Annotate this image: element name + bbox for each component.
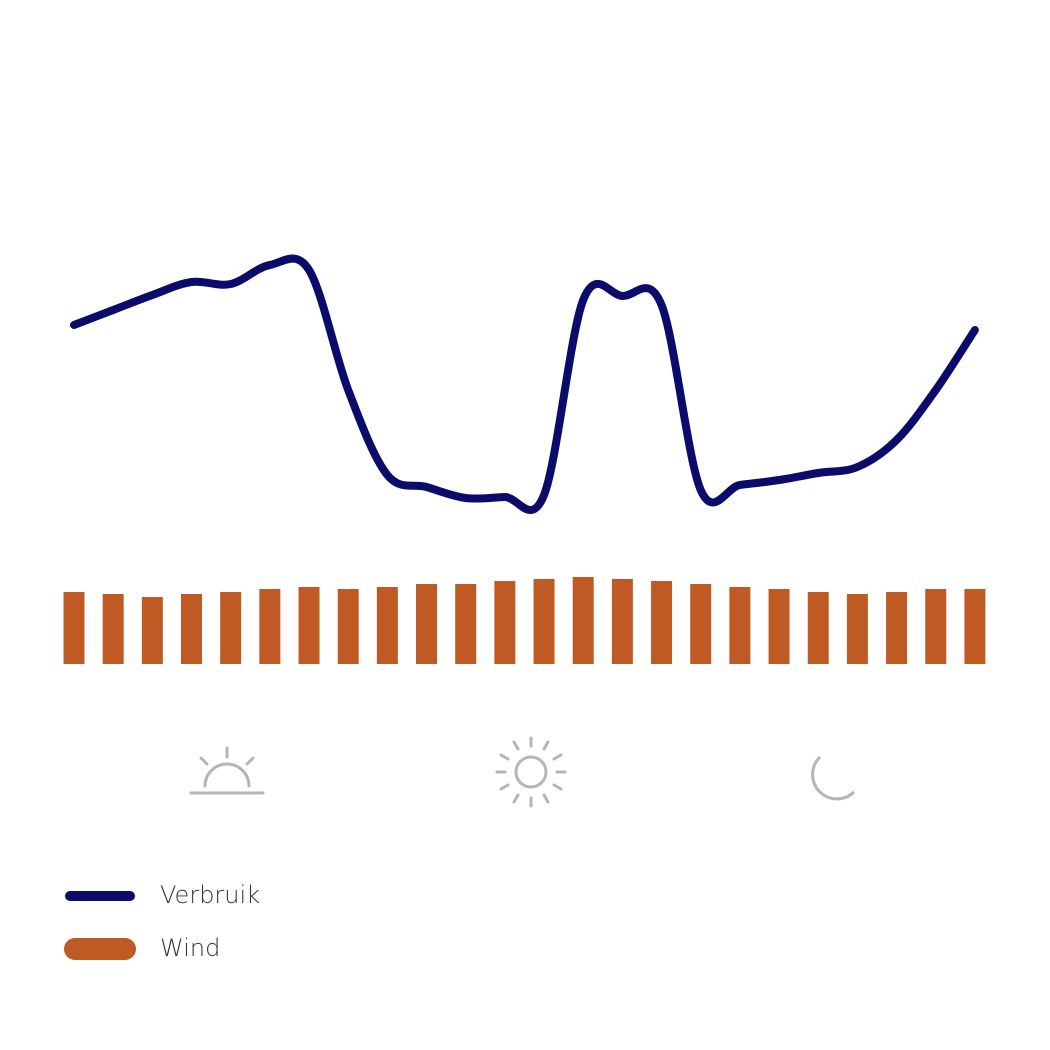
bar xyxy=(651,581,673,664)
bar xyxy=(572,577,594,664)
bar xyxy=(690,584,712,664)
bar xyxy=(416,584,438,664)
line xyxy=(70,254,979,514)
bar xyxy=(220,592,242,664)
bar xyxy=(376,587,398,664)
bar xyxy=(846,594,868,664)
bar xyxy=(925,589,947,664)
legend-label: Verbruik xyxy=(160,881,260,909)
legend-label: Wind xyxy=(160,934,220,962)
bar xyxy=(768,589,790,664)
bar xyxy=(181,594,203,664)
bar xyxy=(102,594,124,664)
bar xyxy=(964,589,986,664)
bar xyxy=(63,592,85,664)
bar xyxy=(533,579,555,664)
bar xyxy=(298,587,320,664)
bar xyxy=(807,592,829,664)
legend: Verbruik Wind xyxy=(64,881,260,962)
icon-sun xyxy=(495,736,567,808)
bar xyxy=(141,597,163,664)
bar xyxy=(729,587,751,664)
bar xyxy=(611,579,633,664)
icon-sunrise xyxy=(189,746,265,795)
bar xyxy=(337,589,359,664)
legend-swatch xyxy=(64,938,136,960)
icon-moon xyxy=(811,755,856,801)
bar xyxy=(259,589,281,664)
bar xyxy=(455,584,477,664)
bar xyxy=(886,592,908,664)
bar xyxy=(494,581,516,664)
